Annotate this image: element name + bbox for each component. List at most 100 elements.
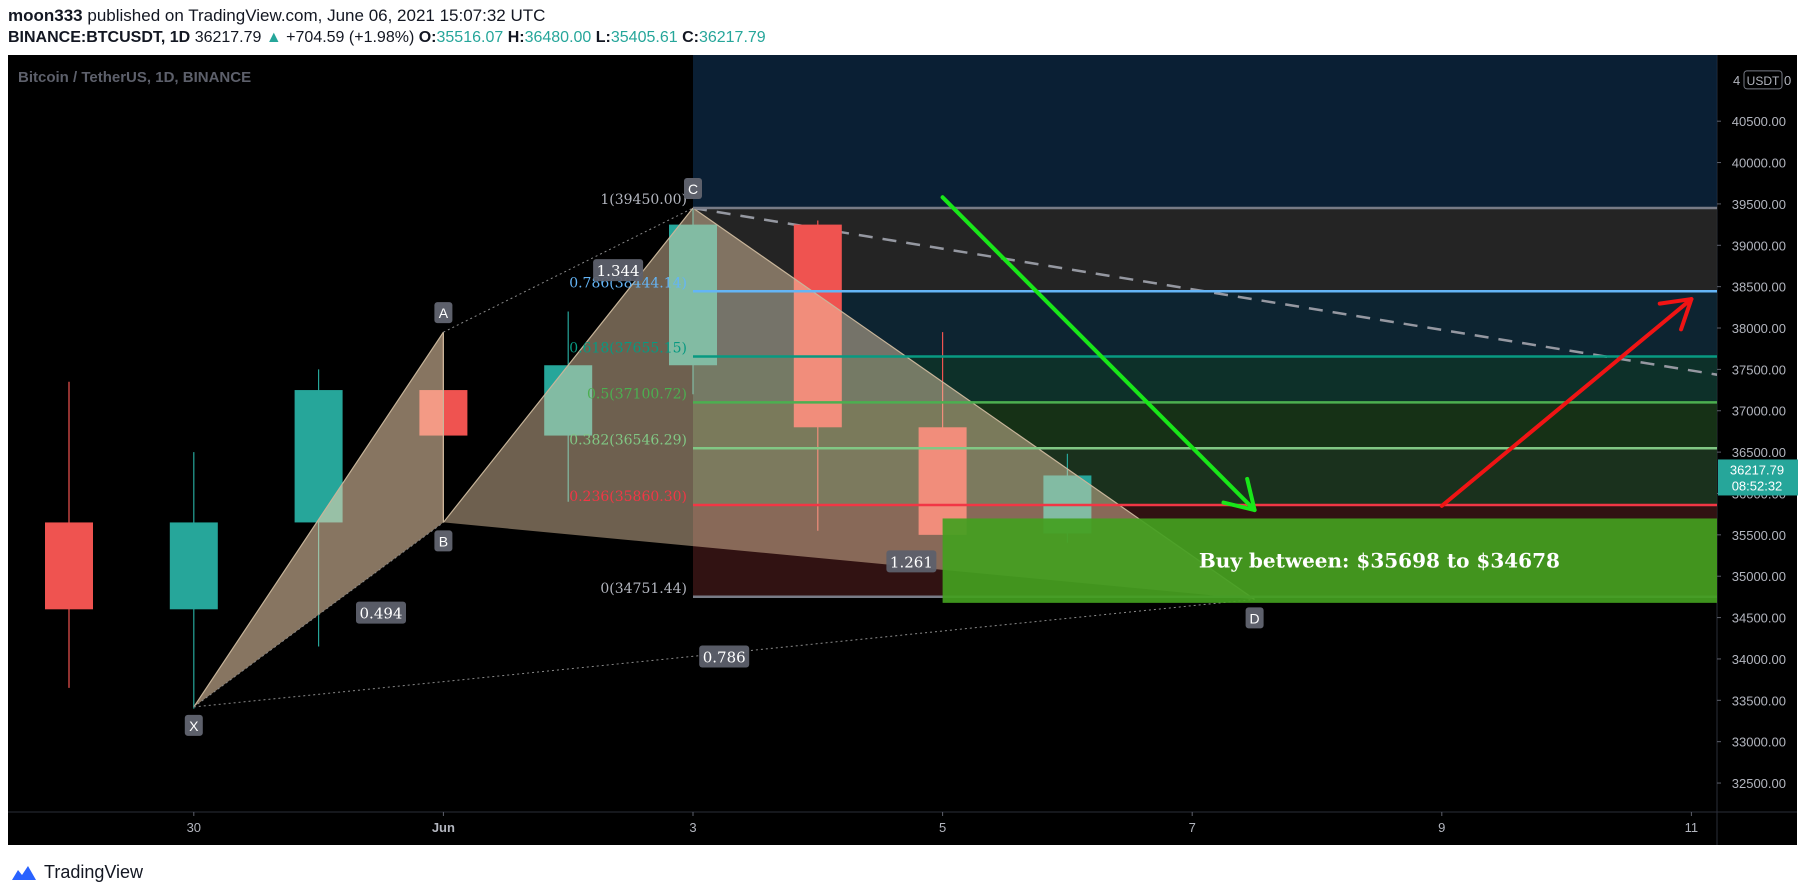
publish-info: moon333 published on TradingView.com, Ju… bbox=[8, 6, 545, 26]
tradingview-brand[interactable]: TradingView bbox=[44, 861, 144, 882]
point-badge bbox=[184, 714, 203, 736]
candle-body bbox=[918, 427, 967, 535]
fib-label: 0.5(37100.72) bbox=[587, 386, 687, 402]
harmonic-xb-line bbox=[193, 522, 444, 708]
ratio-badge bbox=[356, 601, 406, 624]
y-tick-label: 4 bbox=[1733, 73, 1740, 88]
x-tick-label: 9 bbox=[1438, 820, 1445, 835]
point-badge bbox=[1245, 607, 1264, 629]
close-value: 36217.79 bbox=[698, 29, 766, 46]
y-tick-label: 40000.00 bbox=[1732, 156, 1786, 171]
harmonic-ac-line bbox=[443, 207, 694, 333]
y-tick-label: 39500.00 bbox=[1732, 197, 1786, 212]
countdown-label: 08:52:32 bbox=[1732, 478, 1783, 493]
published-text: published on TradingView.com, June 06, 2… bbox=[87, 6, 546, 25]
candle-body bbox=[544, 365, 593, 436]
ratio-label: 0.494 bbox=[360, 605, 403, 623]
chart-title: Bitcoin / TetherUS, 1D, BINANCE bbox=[18, 69, 251, 86]
fib-label: 0.236(35860.30) bbox=[569, 489, 687, 505]
price-axis bbox=[1717, 55, 1797, 845]
fib-zone bbox=[693, 208, 1717, 292]
y-tick-label: 36500.00 bbox=[1732, 445, 1786, 460]
y-tick-label: 38500.00 bbox=[1732, 280, 1786, 295]
buy-zone-label: Buy between: $35698 to $34678 bbox=[1199, 549, 1560, 573]
up-triangle-icon: ▲ bbox=[265, 29, 282, 46]
y-tick-label: 38000.00 bbox=[1732, 321, 1786, 336]
y-tick-label: 0 bbox=[1784, 73, 1791, 88]
x-tick-label: Jun bbox=[432, 820, 455, 835]
ratio-badge bbox=[886, 550, 937, 573]
y-tick-label: 39000.00 bbox=[1732, 238, 1786, 253]
y-tick-label: 33500.00 bbox=[1732, 693, 1786, 708]
low-value: 35405.61 bbox=[610, 29, 678, 46]
tradingview-logo-icon[interactable] bbox=[10, 862, 38, 882]
x-tick-label: 11 bbox=[1685, 820, 1699, 835]
ratio-badge bbox=[593, 259, 644, 282]
tradingview-footer: TradingView bbox=[10, 860, 143, 884]
open-label: O: bbox=[418, 29, 437, 46]
arrow-head bbox=[1657, 297, 1694, 332]
sell-arrow bbox=[1439, 297, 1694, 508]
y-tick-label: 32500.00 bbox=[1732, 776, 1786, 791]
point-badge bbox=[434, 530, 453, 552]
x-tick-label: 7 bbox=[1189, 820, 1196, 835]
point-badge bbox=[434, 302, 453, 324]
currency-badge-box bbox=[1743, 70, 1783, 90]
y-tick-label: 35500.00 bbox=[1732, 528, 1786, 543]
y-tick-label: 37500.00 bbox=[1732, 362, 1786, 377]
fib-zone bbox=[693, 356, 1717, 403]
point-label: D bbox=[1250, 610, 1260, 626]
last-price-tag bbox=[1718, 459, 1798, 496]
last-price-label: 36217.79 bbox=[1730, 462, 1784, 477]
fib-label: 0(34751.44) bbox=[600, 581, 687, 597]
fib-label: 1(39450.00) bbox=[600, 192, 687, 208]
y-tick-label: 34000.00 bbox=[1732, 652, 1786, 667]
high-value: 36480.00 bbox=[524, 29, 592, 46]
harmonic-leg bbox=[193, 331, 444, 708]
candle-body bbox=[669, 224, 717, 366]
arrow-head bbox=[1221, 476, 1257, 513]
plot-layer: Buy between: $35698 to $34678Sell betwee… bbox=[18, 55, 1717, 736]
symbol-info: BINANCE:BTCUSDT, 1D 36217.79 ▲ +704.59 (… bbox=[8, 29, 766, 47]
point-badge bbox=[684, 178, 702, 200]
ratio-label: 1.344 bbox=[597, 262, 640, 280]
fib-zone-above bbox=[693, 55, 1717, 209]
point-label: A bbox=[439, 305, 449, 321]
ratio-badge bbox=[699, 645, 750, 668]
ratio-label: 1.261 bbox=[890, 553, 933, 571]
y-tick-label: 40500.00 bbox=[1732, 114, 1786, 129]
x-tick-label: 30 bbox=[187, 820, 201, 835]
close-label: C: bbox=[682, 29, 699, 46]
low-label: L: bbox=[595, 29, 611, 46]
symbol-name: BINANCE:BTCUSDT, 1D bbox=[8, 29, 191, 46]
x-tick-label: 5 bbox=[939, 820, 946, 835]
buy-arrow bbox=[940, 195, 1257, 513]
fib-label: 0.382(36546.29) bbox=[569, 432, 687, 448]
fib-label: 0.618(37655.15) bbox=[569, 341, 687, 357]
candle-body bbox=[45, 522, 93, 610]
y-tick-label: 34500.00 bbox=[1732, 611, 1786, 626]
x-tick-label: 3 bbox=[689, 820, 696, 835]
y-tick-label: 33000.00 bbox=[1732, 735, 1786, 750]
point-label: X bbox=[189, 718, 199, 734]
point-label: B bbox=[439, 533, 448, 549]
point-label: C bbox=[688, 181, 698, 197]
last-price: 36217.79 bbox=[194, 29, 262, 46]
fib-zone bbox=[693, 402, 1717, 449]
high-label: H: bbox=[507, 29, 525, 46]
open-value: 35516.07 bbox=[436, 29, 504, 46]
price-change: +704.59 (+1.98%) bbox=[286, 29, 415, 46]
author-name[interactable]: moon333 bbox=[8, 6, 83, 25]
y-tick-label: 35000.00 bbox=[1732, 569, 1786, 584]
candle-body bbox=[169, 522, 218, 610]
currency-badge: USDT bbox=[1747, 74, 1780, 88]
time-axis bbox=[8, 812, 1717, 845]
candle-body bbox=[793, 224, 842, 428]
buy-zone-box bbox=[942, 518, 1717, 603]
y-tick-label: 37000.00 bbox=[1732, 404, 1786, 419]
harmonic-leg bbox=[442, 207, 694, 523]
trend-line bbox=[692, 206, 1717, 376]
ratio-label: 0.786 bbox=[703, 648, 746, 666]
harmonic-triangle-bcd bbox=[443, 208, 1255, 600]
